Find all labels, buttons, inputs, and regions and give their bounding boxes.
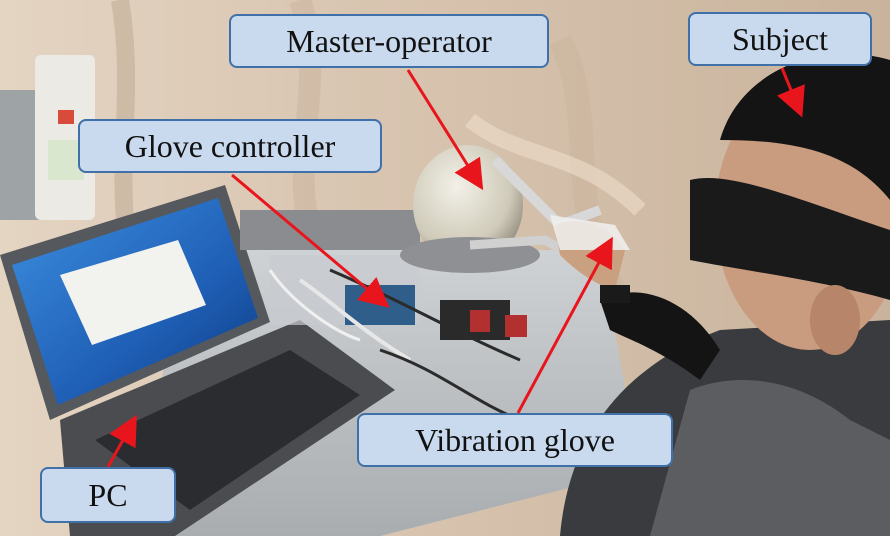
label-vibration-glove: Vibration glove	[357, 413, 673, 467]
label-pc: PC	[40, 467, 176, 523]
label-subject: Subject	[688, 12, 872, 66]
subject-person	[555, 53, 890, 536]
label-master-operator: Master-operator	[229, 14, 549, 68]
label-glove-controller: Glove controller	[78, 119, 382, 173]
